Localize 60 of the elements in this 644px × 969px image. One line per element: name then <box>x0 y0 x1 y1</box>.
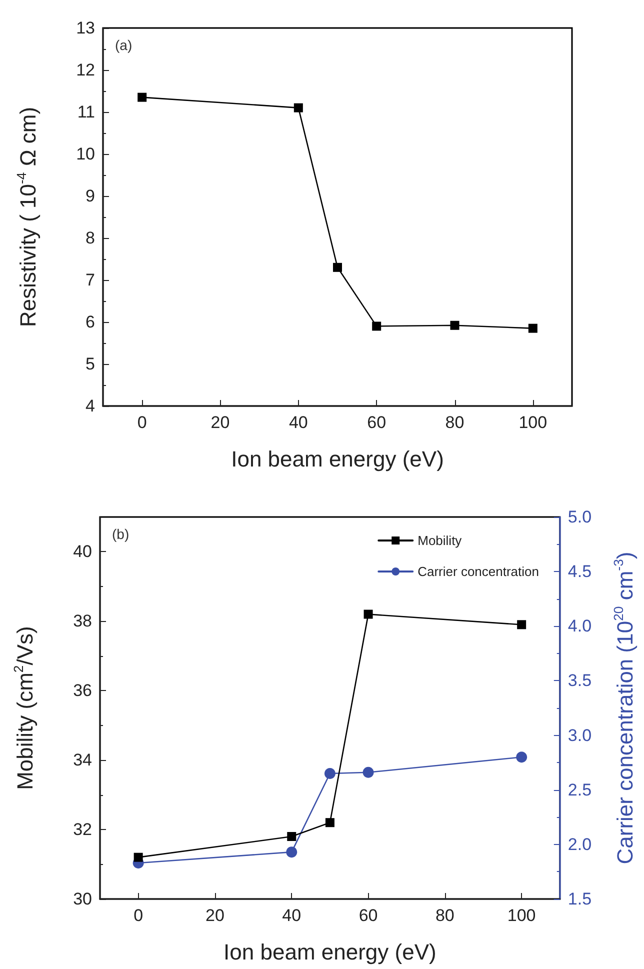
legend-label: Carrier concentration <box>418 564 540 579</box>
y-tick-label: 5 <box>86 354 95 374</box>
point <box>517 620 526 630</box>
y2-tick-label: 3.5 <box>568 671 592 690</box>
y-axis-title: Resistivity ( 10-4 Ω cm) <box>14 106 40 328</box>
point <box>450 320 460 330</box>
point <box>134 852 143 862</box>
y-tick-label: 4 <box>86 396 95 416</box>
y-tick-label: 12 <box>76 60 95 80</box>
point <box>364 610 373 619</box>
x-axis-title: Ion beam energy (eV) <box>224 940 436 964</box>
y-tick-label: 32 <box>73 820 92 840</box>
x-tick-label: 80 <box>445 413 464 432</box>
x-tick-label: 40 <box>288 413 308 432</box>
y-tick-label: 38 <box>73 612 92 631</box>
x-tick-label: 60 <box>358 906 378 925</box>
y-tick-label: 9 <box>86 186 95 206</box>
y2-axis-title: Carrier concentration (1020 cm-3) <box>610 552 638 864</box>
x-tick-label: 60 <box>367 413 386 432</box>
y-tick-label: 36 <box>73 681 92 700</box>
y2-tick-label: 4.0 <box>568 616 592 636</box>
y-tick-label: 11 <box>77 102 95 122</box>
x-tick-label: 40 <box>282 906 302 925</box>
point <box>528 324 538 333</box>
point <box>138 92 147 102</box>
point <box>286 846 298 858</box>
annotation: (a) <box>115 37 132 53</box>
y2-tick-label: 4.5 <box>568 562 592 582</box>
y2-tick-label: 3.0 <box>568 726 592 745</box>
y-tick-label: 10 <box>76 144 95 164</box>
x-axis-title: Ion beam energy (eV) <box>231 446 444 472</box>
legend-label: Mobility <box>418 533 462 548</box>
y-tick-label: 7 <box>86 270 95 290</box>
point <box>287 832 296 841</box>
y-tick-label: 34 <box>73 750 92 770</box>
y-axis-title: Mobility (cm2/Vs) <box>10 626 38 790</box>
x-tick-label: 100 <box>518 413 548 432</box>
point <box>324 768 336 779</box>
annotation: (b) <box>112 526 130 542</box>
x-tick-label: 0 <box>137 413 147 432</box>
y2-tick-label: 2.5 <box>568 780 592 800</box>
x-tick-label: 80 <box>435 906 454 925</box>
y2-tick-label: 1.5 <box>568 890 592 908</box>
point <box>333 262 342 272</box>
y2-tick-label: 5.0 <box>568 508 592 526</box>
x-tick-label: 20 <box>210 413 230 432</box>
x-tick-label: 100 <box>507 906 536 925</box>
point <box>516 752 528 763</box>
y-tick-label: 40 <box>73 542 92 562</box>
point <box>372 322 382 331</box>
point <box>294 103 303 112</box>
y-tick-label: 30 <box>73 890 92 908</box>
x-tick-label: 0 <box>134 906 144 925</box>
y-tick-label: 13 <box>76 18 95 38</box>
y2-tick-label: 2.0 <box>568 834 592 854</box>
point <box>362 766 374 778</box>
x-tick-label: 20 <box>206 906 224 925</box>
y-tick-label: 8 <box>86 228 95 248</box>
y-tick-label: 6 <box>86 312 95 332</box>
point <box>325 818 334 828</box>
